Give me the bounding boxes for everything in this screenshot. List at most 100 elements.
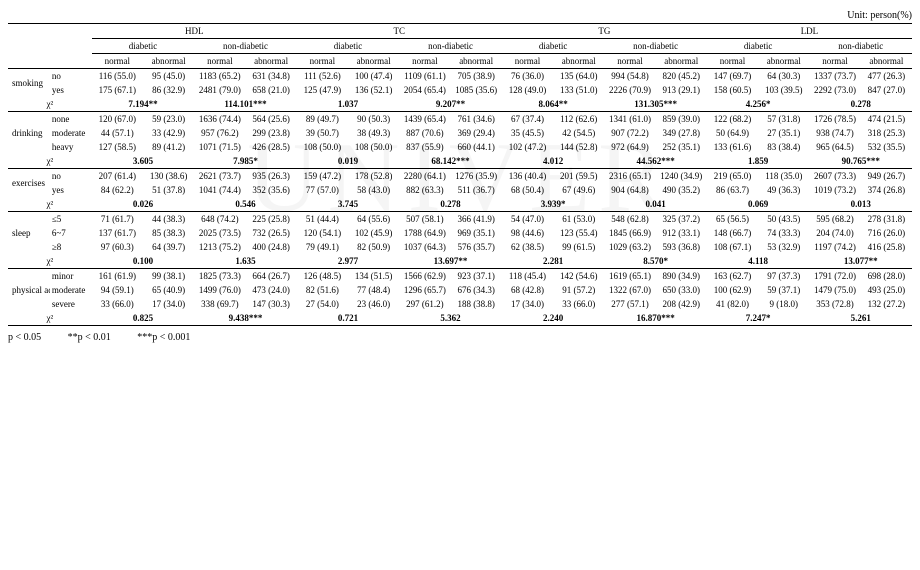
cell-value: 208 (42.9) bbox=[656, 297, 707, 311]
cell-value: 102 (45.9) bbox=[348, 226, 399, 240]
chi-value: 5.362 bbox=[399, 311, 502, 326]
col-tg: TG bbox=[502, 24, 707, 39]
cell-value: 761 (34.6) bbox=[451, 112, 502, 127]
cell-value: 474 (21.5) bbox=[861, 112, 912, 127]
cell-value: 50 (43.5) bbox=[758, 212, 809, 227]
cell-value: 68 (50.4) bbox=[502, 183, 553, 197]
cell-value: 62 (38.5) bbox=[502, 240, 553, 254]
cell-value: 493 (25.0) bbox=[861, 283, 912, 297]
cell-value: 353 (72.8) bbox=[809, 297, 860, 311]
cell-value: 71 (61.7) bbox=[92, 212, 143, 227]
cell-value: 95 (45.0) bbox=[143, 69, 194, 84]
cell-value: 50 (64.9) bbox=[707, 126, 758, 140]
cell-value: 847 (27.0) bbox=[861, 83, 912, 97]
cell-value: 1439 (65.4) bbox=[399, 112, 450, 127]
cell-value: 369 (29.4) bbox=[451, 126, 502, 140]
cell-value: 207 (61.4) bbox=[92, 169, 143, 184]
cell-value: 1071 (71.5) bbox=[194, 140, 245, 154]
cell-value: 67 (37.4) bbox=[502, 112, 553, 127]
cell-value: 116 (55.0) bbox=[92, 69, 143, 84]
cell-value: 716 (26.0) bbox=[861, 226, 912, 240]
cell-value: 859 (39.0) bbox=[656, 112, 707, 127]
cell-value: 1726 (78.5) bbox=[809, 112, 860, 127]
cell-value: 112 (62.6) bbox=[553, 112, 604, 127]
chi-value: 7.985* bbox=[194, 154, 297, 169]
cell-value: 158 (60.5) bbox=[707, 83, 758, 97]
chi-value: 3.745 bbox=[297, 197, 400, 212]
cell-value: 35 (45.5) bbox=[502, 126, 553, 140]
unit-label: Unit: person(%) bbox=[8, 10, 912, 21]
chi-value: 44.562*** bbox=[604, 154, 707, 169]
cell-value: 142 (54.6) bbox=[553, 269, 604, 284]
cell-value: 2280 (64.1) bbox=[399, 169, 450, 184]
cell-value: 159 (47.2) bbox=[297, 169, 348, 184]
cell-value: 2316 (65.1) bbox=[604, 169, 655, 184]
cell-value: 74 (33.3) bbox=[758, 226, 809, 240]
cell-value: 68 (42.8) bbox=[502, 283, 553, 297]
cell-value: 252 (35.1) bbox=[656, 140, 707, 154]
category-label: no bbox=[50, 69, 92, 84]
cell-value: 118 (35.0) bbox=[758, 169, 809, 184]
cell-value: 100 (62.9) bbox=[707, 283, 758, 297]
chi-value: 8.570* bbox=[604, 254, 707, 269]
cell-value: 33 (66.0) bbox=[92, 297, 143, 311]
cell-value: 400 (24.8) bbox=[245, 240, 296, 254]
cell-value: 1240 (34.9) bbox=[656, 169, 707, 184]
chi-value: 13.077** bbox=[809, 254, 912, 269]
cell-value: 994 (54.8) bbox=[604, 69, 655, 84]
cell-value: 51 (37.8) bbox=[143, 183, 194, 197]
cell-value: 163 (62.7) bbox=[707, 269, 758, 284]
cell-value: 23 (46.0) bbox=[348, 297, 399, 311]
col-tc: TC bbox=[297, 24, 502, 39]
section-label: physical activity bbox=[8, 269, 50, 312]
cell-value: 64 (30.3) bbox=[758, 69, 809, 84]
chi-value: 0.041 bbox=[604, 197, 707, 212]
cell-value: 103 (39.5) bbox=[758, 83, 809, 97]
cell-value: 278 (31.8) bbox=[861, 212, 912, 227]
cell-value: 82 (50.9) bbox=[348, 240, 399, 254]
cell-value: 1197 (74.2) bbox=[809, 240, 860, 254]
cell-value: 507 (58.1) bbox=[399, 212, 450, 227]
cell-value: 136 (40.4) bbox=[502, 169, 553, 184]
chi-symbol: χ² bbox=[8, 154, 92, 169]
chi-value: 2.240 bbox=[502, 311, 605, 326]
cell-value: 132 (27.2) bbox=[861, 297, 912, 311]
category-label: moderate bbox=[50, 283, 92, 297]
cell-value: 175 (67.1) bbox=[92, 83, 143, 97]
cell-value: 89 (49.7) bbox=[297, 112, 348, 127]
cell-value: 77 (57.0) bbox=[297, 183, 348, 197]
chi-value: 3.605 bbox=[92, 154, 195, 169]
cell-value: 42 (54.5) bbox=[553, 126, 604, 140]
chi-symbol: χ² bbox=[8, 97, 92, 112]
cell-value: 349 (27.8) bbox=[656, 126, 707, 140]
chi-value: 1.635 bbox=[194, 254, 297, 269]
cell-value: 907 (72.2) bbox=[604, 126, 655, 140]
cell-value: 957 (76.2) bbox=[194, 126, 245, 140]
cell-value: 887 (70.6) bbox=[399, 126, 450, 140]
chi-value: 2.281 bbox=[502, 254, 605, 269]
cell-value: 85 (38.3) bbox=[143, 226, 194, 240]
cell-value: 33 (42.9) bbox=[143, 126, 194, 140]
cell-value: 595 (68.2) bbox=[809, 212, 860, 227]
category-label: yes bbox=[50, 183, 92, 197]
cell-value: 53 (32.9) bbox=[758, 240, 809, 254]
table-header: HDL TC TG LDL diabetic non-diabetic diab… bbox=[8, 24, 912, 69]
cell-value: 144 (52.8) bbox=[553, 140, 604, 154]
cell-value: 352 (35.6) bbox=[245, 183, 296, 197]
cell-value: 676 (34.3) bbox=[451, 283, 502, 297]
chi-value: 0.026 bbox=[92, 197, 195, 212]
table-body: smokingno116 (55.0)95 (45.0)1183 (65.2)6… bbox=[8, 69, 912, 326]
cell-value: 318 (25.3) bbox=[861, 126, 912, 140]
cell-value: 325 (37.2) bbox=[656, 212, 707, 227]
chi-value: 7.194** bbox=[92, 97, 195, 112]
chi-symbol: χ² bbox=[8, 254, 92, 269]
chi-value: 0.825 bbox=[92, 311, 195, 326]
cell-value: 631 (34.8) bbox=[245, 69, 296, 84]
cell-value: 97 (60.3) bbox=[92, 240, 143, 254]
main-table: HDL TC TG LDL diabetic non-diabetic diab… bbox=[8, 23, 912, 326]
cell-value: 201 (59.5) bbox=[553, 169, 604, 184]
cell-value: 1322 (67.0) bbox=[604, 283, 655, 297]
cell-value: 59 (37.1) bbox=[758, 283, 809, 297]
section-label: smoking bbox=[8, 69, 50, 98]
cell-value: 949 (26.7) bbox=[861, 169, 912, 184]
